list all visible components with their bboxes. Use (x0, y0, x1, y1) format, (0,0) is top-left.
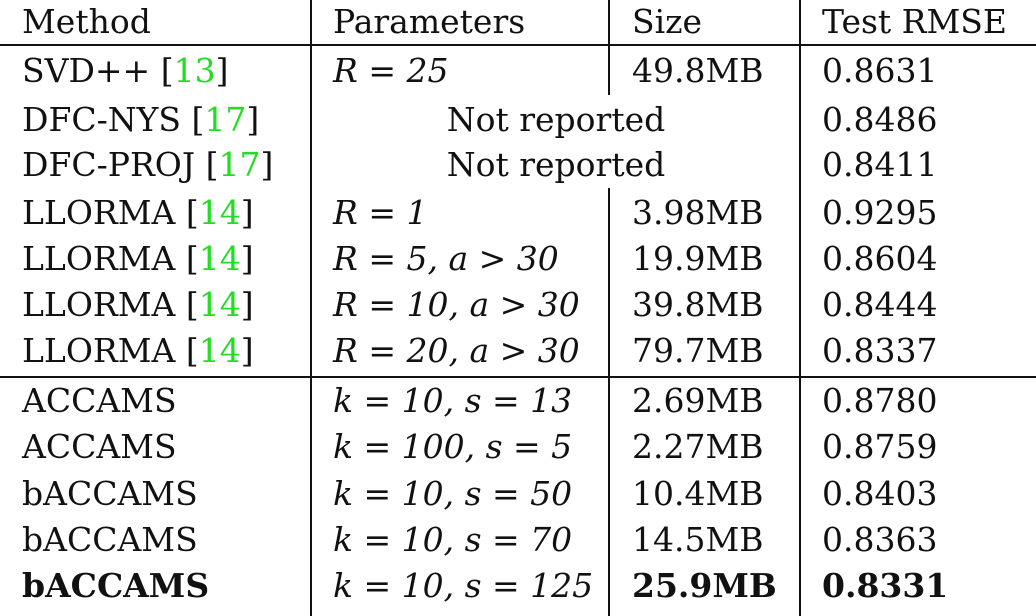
method-cell: bACCAMS (22, 566, 210, 605)
table-row: LLORMA [14] R = 20, a > 30 79.7MB 0.8337 (0, 326, 1036, 375)
size-cell: 14.5MB (632, 520, 764, 559)
header-method: Method (22, 2, 151, 41)
header-parameters: Parameters (333, 2, 526, 41)
rmse-cell: 0.8337 (822, 331, 938, 370)
citation-link[interactable]: 17 (218, 145, 261, 184)
table-row: LLORMA [14] R = 10, a > 30 39.8MB 0.8444 (0, 280, 1036, 329)
header-rule (0, 44, 1036, 46)
citation-link[interactable]: 14 (198, 239, 241, 278)
table-row: LLORMA [14] R = 1 3.98MB 0.9295 (0, 188, 1036, 237)
table-row: bACCAMS k = 10, s = 70 14.5MB 0.8363 (0, 515, 1036, 564)
citation-link[interactable]: 14 (198, 331, 241, 370)
size-cell: 39.8MB (632, 285, 764, 324)
header-test-rmse: Test RMSE (822, 2, 1007, 41)
size-cell: 49.8MB (632, 51, 764, 90)
rmse-cell: 0.8331 (822, 566, 949, 605)
params-cell: k = 10, s = 70 (333, 520, 573, 559)
params-cell: R = 5, a > 30 (333, 239, 559, 278)
table-header-row: Method Parameters Size Test RMSE (0, 0, 1036, 46)
method-cell: LLORMA [14] (22, 193, 254, 232)
table-row: DFC-PROJ [17] Not reported 0.8411 (0, 140, 1036, 189)
table-row-highlighted: bACCAMS k = 10, s = 125 25.9MB 0.8331 (0, 561, 1036, 610)
header-size: Size (632, 2, 703, 41)
method-cell: SVD++ [13] (22, 51, 229, 90)
column-rule (310, 0, 312, 616)
citation-link[interactable]: 17 (204, 100, 247, 139)
size-cell: 25.9MB (632, 566, 777, 605)
rmse-cell: 0.8403 (822, 474, 938, 513)
method-cell: ACCAMS (22, 381, 177, 420)
size-cell: 3.98MB (632, 193, 764, 232)
method-cell: LLORMA [14] (22, 331, 254, 370)
size-cell: 10.4MB (632, 474, 764, 513)
column-rule (799, 0, 801, 616)
params-cell: R = 25 (333, 51, 449, 90)
rmse-cell: 0.8631 (822, 51, 938, 90)
params-cell: R = 1 (333, 193, 428, 232)
params-cell: R = 10, a > 30 (333, 285, 580, 324)
table-row: ACCAMS k = 10, s = 13 2.69MB 0.8780 (0, 376, 1036, 425)
rmse-cell: 0.8411 (822, 145, 938, 184)
params-cell: R = 20, a > 30 (333, 331, 580, 370)
rmse-cell: 0.8780 (822, 381, 938, 420)
table-row: ACCAMS k = 100, s = 5 2.27MB 0.8759 (0, 422, 1036, 471)
rmse-cell: 0.8759 (822, 427, 938, 466)
rmse-cell: 0.8363 (822, 520, 938, 559)
size-cell: 2.69MB (632, 381, 764, 420)
method-cell: ACCAMS (22, 427, 177, 466)
method-cell: DFC-PROJ [17] (22, 145, 274, 184)
method-cell: DFC-NYS [17] (22, 100, 260, 139)
method-cell: LLORMA [14] (22, 285, 254, 324)
rmse-cell: 0.8604 (822, 239, 938, 278)
rmse-cell: 0.8444 (822, 285, 938, 324)
size-cell: 79.7MB (632, 331, 764, 370)
citation-link[interactable]: 14 (198, 285, 241, 324)
method-cell: bACCAMS (22, 520, 198, 559)
method-cell: bACCAMS (22, 474, 198, 513)
size-cell: 19.9MB (632, 239, 764, 278)
not-reported-cell: Not reported (446, 145, 666, 184)
size-cell: 2.27MB (632, 427, 764, 466)
params-cell: k = 100, s = 5 (333, 427, 573, 466)
table-row: SVD++ [13] R = 25 49.8MB 0.8631 (0, 46, 1036, 95)
citation-link[interactable]: 13 (173, 51, 216, 90)
rmse-cell: 0.9295 (822, 193, 938, 232)
rmse-cell: 0.8486 (822, 100, 938, 139)
not-reported-cell: Not reported (446, 100, 666, 139)
column-rule (608, 0, 610, 95)
params-cell: k = 10, s = 50 (333, 474, 573, 513)
citation-link[interactable]: 14 (198, 193, 241, 232)
table-row: LLORMA [14] R = 5, a > 30 19.9MB 0.8604 (0, 234, 1036, 283)
params-cell: k = 10, s = 125 (333, 566, 594, 605)
method-cell: LLORMA [14] (22, 239, 254, 278)
params-cell: k = 10, s = 13 (333, 381, 573, 420)
table-row: DFC-NYS [17] Not reported 0.8486 (0, 95, 1036, 144)
column-rule (608, 188, 610, 616)
section-rule (0, 376, 1036, 378)
table-row: bACCAMS k = 10, s = 50 10.4MB 0.8403 (0, 469, 1036, 518)
